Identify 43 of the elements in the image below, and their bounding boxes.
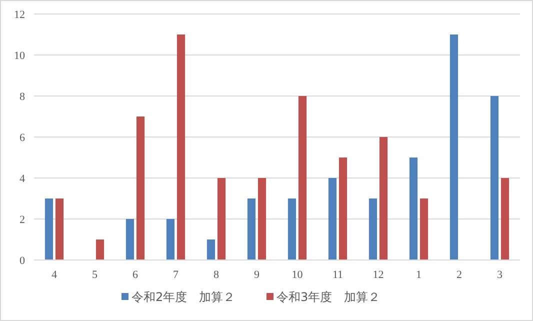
x-tick-label: 4: [52, 269, 58, 281]
bar: [55, 198, 64, 260]
y-tick-label: 12: [14, 9, 25, 21]
bar: [206, 240, 216, 260]
bar: [96, 240, 104, 260]
y-tick-label: 6: [20, 132, 26, 144]
bar: [328, 178, 337, 260]
bar: [338, 158, 348, 260]
x-tick-label: 8: [214, 269, 220, 281]
x-tick-label: 5: [92, 269, 98, 281]
y-tick-label: 0: [20, 255, 26, 267]
bar: [409, 158, 418, 260]
bar: [247, 198, 256, 260]
legend-label: 令和2年度 加算２: [132, 290, 236, 304]
x-tick-label: 2: [456, 269, 462, 281]
bar: [420, 198, 428, 260]
bar: [176, 34, 186, 260]
x-tick-label: 3: [497, 269, 503, 281]
bar: [450, 34, 458, 260]
bar: [258, 178, 266, 260]
y-tick-label: 4: [20, 173, 26, 185]
x-tick-label: 1: [416, 269, 422, 281]
bar: [166, 219, 175, 260]
y-tick-label: 2: [20, 214, 25, 226]
x-tick-label: 6: [132, 269, 138, 281]
y-tick-label: 10: [14, 50, 26, 62]
bar: [298, 96, 307, 260]
y-tick-label: 8: [20, 91, 26, 103]
bar: [126, 219, 134, 260]
bar: [288, 198, 296, 260]
bar: [44, 198, 54, 260]
x-tick-label: 11: [332, 269, 344, 281]
bar: [500, 178, 510, 260]
bar: [217, 178, 226, 260]
x-tick-label: 7: [173, 269, 179, 281]
bar: [379, 137, 388, 260]
x-tick-label: 12: [372, 269, 384, 281]
bar: [490, 96, 499, 260]
x-tick-label: 9: [254, 269, 260, 281]
bar: [368, 198, 378, 260]
bar: [136, 116, 145, 260]
x-tick-label: 10: [292, 269, 304, 281]
legend-label: 令和3年度 加算２: [276, 290, 380, 304]
